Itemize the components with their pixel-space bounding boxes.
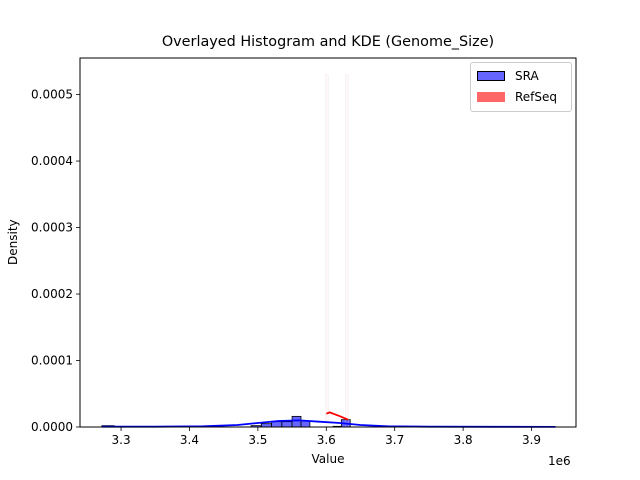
x-axis-ticks: 3.3 3.4 3.5 3.6 3.7 3.8 3.9 — [112, 427, 541, 447]
kde-line — [101, 419, 556, 428]
legend-label-refseq: RefSeq — [515, 90, 558, 104]
y-tick-label: 0.0004 — [31, 154, 73, 168]
x-axis-offset-label: 1e6 — [548, 454, 571, 468]
x-tick-label: 3.3 — [112, 433, 131, 447]
x-tick-label: 3.9 — [522, 433, 541, 447]
x-tick-label: 3.5 — [248, 433, 267, 447]
x-axis-label: Value — [311, 452, 345, 466]
histogram-bar — [291, 415, 302, 428]
x-tick-label: 3.8 — [454, 433, 473, 447]
legend-item-refseq: RefSeq — [477, 90, 557, 104]
y-axis-label: Density — [6, 219, 20, 265]
legend-swatch-refseq — [477, 92, 505, 102]
legend-swatch-sra — [477, 71, 505, 81]
y-tick-label: 0.0000 — [31, 420, 73, 434]
x-tick-label: 3.4 — [180, 433, 199, 447]
x-tick-label: 3.7 — [385, 433, 404, 447]
y-tick-label: 0.0005 — [31, 88, 73, 102]
legend-label-sra: SRA — [515, 69, 539, 83]
histogram-bar — [281, 421, 293, 428]
x-tick-label: 3.6 — [317, 433, 336, 447]
histogram-bar — [325, 74, 329, 428]
histogram-bar — [300, 420, 311, 428]
y-tick-label: 0.0003 — [31, 221, 73, 235]
y-tick-label: 0.0001 — [31, 354, 73, 368]
histogram-bar — [345, 74, 349, 428]
histogram-bar — [271, 421, 283, 428]
chart-title: Overlayed Histogram and KDE (Genome_Size… — [161, 34, 495, 50]
legend: SRA RefSeq — [470, 62, 572, 112]
kde-line — [325, 411, 349, 421]
legend-item-sra: SRA — [477, 69, 539, 83]
histogram-bars — [101, 74, 351, 428]
y-tick-label: 0.0002 — [31, 287, 73, 301]
y-axis-ticks: 0.0000 0.0001 0.0002 0.0003 0.0004 0.0005 — [31, 88, 80, 434]
kde-lines — [101, 411, 556, 428]
axes-frame — [79, 57, 577, 428]
